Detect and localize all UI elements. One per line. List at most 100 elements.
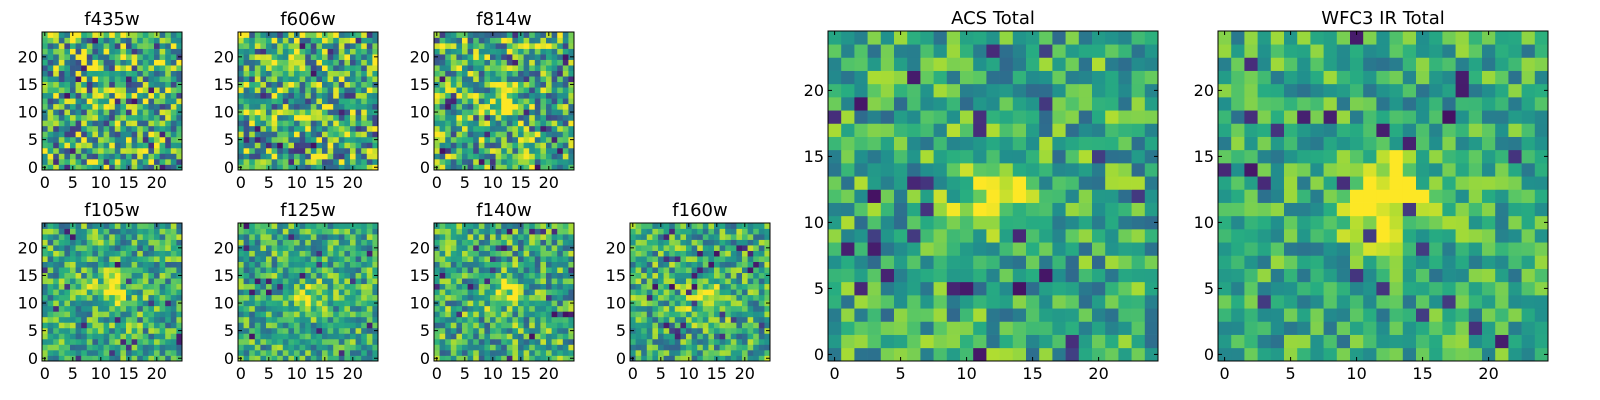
heatmap-cell — [75, 48, 82, 55]
heatmap-cell — [338, 37, 345, 44]
heatmap-cell — [434, 278, 440, 285]
heatmap-cell — [126, 322, 132, 329]
heatmap-cell — [557, 355, 564, 362]
heatmap-cell — [305, 349, 312, 356]
heatmap-cell — [249, 76, 256, 83]
heatmap-cell — [81, 158, 88, 165]
heatmap-cell — [176, 349, 183, 356]
heatmap-cell — [490, 289, 496, 296]
heatmap-cell — [86, 81, 93, 88]
heatmap-cell — [1105, 268, 1119, 283]
heatmap-cell — [120, 54, 127, 60]
heatmap-cell — [243, 322, 250, 329]
heatmap-cell — [439, 245, 446, 251]
heatmap-cell — [568, 234, 575, 240]
heatmap-cell — [635, 311, 642, 318]
heatmap-cell — [467, 54, 474, 60]
heatmap-cell — [98, 70, 104, 77]
heatmap-cell — [249, 103, 256, 110]
heatmap-cell — [551, 81, 558, 88]
heatmap-cell — [53, 278, 60, 285]
heatmap-cell — [176, 87, 183, 94]
heatmap-cell — [294, 228, 300, 235]
heatmap-cell — [501, 164, 508, 171]
heatmap-cell — [658, 250, 664, 257]
heatmap-cell — [714, 322, 720, 329]
heatmap-cell — [730, 294, 737, 301]
heatmap-cell — [154, 300, 160, 307]
heatmap-cell — [568, 59, 575, 66]
heatmap-cell — [691, 267, 698, 274]
heatmap-cell — [473, 344, 480, 351]
heatmap-cell — [47, 103, 54, 110]
heatmap-cell — [546, 322, 552, 329]
heatmap-cell — [338, 81, 345, 88]
heatmap-cell — [159, 54, 166, 60]
heatmap-cell — [322, 228, 328, 235]
heatmap-cell — [506, 147, 513, 154]
heatmap-cell — [568, 87, 575, 94]
heatmap-cell — [137, 305, 144, 312]
heatmap-cell — [506, 65, 513, 71]
heatmap-cell — [120, 234, 127, 240]
heatmap-cell — [960, 242, 974, 256]
heatmap-cell — [445, 131, 452, 138]
heatmap-cell — [551, 142, 558, 149]
heatmap-cell — [81, 142, 88, 149]
heatmap-cell — [512, 239, 519, 246]
heatmap-cell — [277, 70, 284, 77]
heatmap-cell — [439, 103, 446, 110]
heatmap-cell — [445, 234, 452, 240]
heatmap-cell — [170, 98, 177, 105]
heatmap-cell — [867, 295, 882, 309]
heatmap-cell — [669, 256, 676, 262]
heatmap-cell — [322, 125, 328, 132]
heatmap-cell — [355, 136, 362, 143]
heatmap-cell — [1012, 176, 1027, 190]
heatmap-cell — [551, 65, 558, 71]
heatmap-cell — [894, 163, 908, 177]
heatmap-cell — [109, 283, 116, 290]
heatmap-cell — [47, 43, 54, 49]
heatmap-cell — [316, 344, 323, 351]
heatmap-cell — [288, 327, 295, 334]
heatmap-cell — [529, 54, 536, 60]
heatmap-cell — [310, 223, 317, 229]
heatmap-cell — [42, 333, 48, 340]
heatmap-cell — [148, 278, 155, 285]
heatmap-cell — [305, 136, 312, 143]
heatmap-cell — [568, 228, 575, 235]
heatmap-cell — [64, 289, 71, 296]
heatmap-cell — [249, 305, 256, 312]
heatmap-cell — [170, 43, 177, 49]
heatmap-cell — [529, 234, 536, 240]
heatmap-cell — [484, 327, 491, 334]
heatmap-cell — [490, 256, 496, 262]
heatmap-cell — [691, 272, 698, 279]
heatmap-cell — [53, 147, 60, 154]
heatmap-cell — [344, 234, 351, 240]
heatmap-cell — [260, 147, 267, 154]
heatmap-cell — [736, 327, 743, 334]
heatmap-cell — [114, 305, 121, 312]
heatmap-cell — [103, 267, 110, 274]
heatmap-cell — [719, 283, 726, 290]
heatmap-cell — [120, 32, 127, 38]
heatmap-cell — [170, 153, 177, 160]
heatmap-cell — [53, 125, 60, 132]
heatmap-cell — [260, 54, 267, 60]
heatmap-cell — [254, 98, 261, 105]
heatmap-cell — [1078, 202, 1093, 217]
heatmap-cell — [467, 109, 474, 116]
heatmap-cell — [103, 76, 110, 83]
heatmap-cell — [344, 142, 351, 149]
heatmap-cell — [70, 349, 76, 356]
heatmap-cell — [142, 87, 149, 94]
heatmap-cell — [294, 349, 300, 356]
heatmap-cell — [764, 316, 771, 323]
heatmap-cell — [518, 54, 524, 60]
heatmap-cell — [344, 147, 351, 154]
heatmap-cell — [697, 300, 704, 307]
heatmap-cell — [702, 305, 709, 312]
